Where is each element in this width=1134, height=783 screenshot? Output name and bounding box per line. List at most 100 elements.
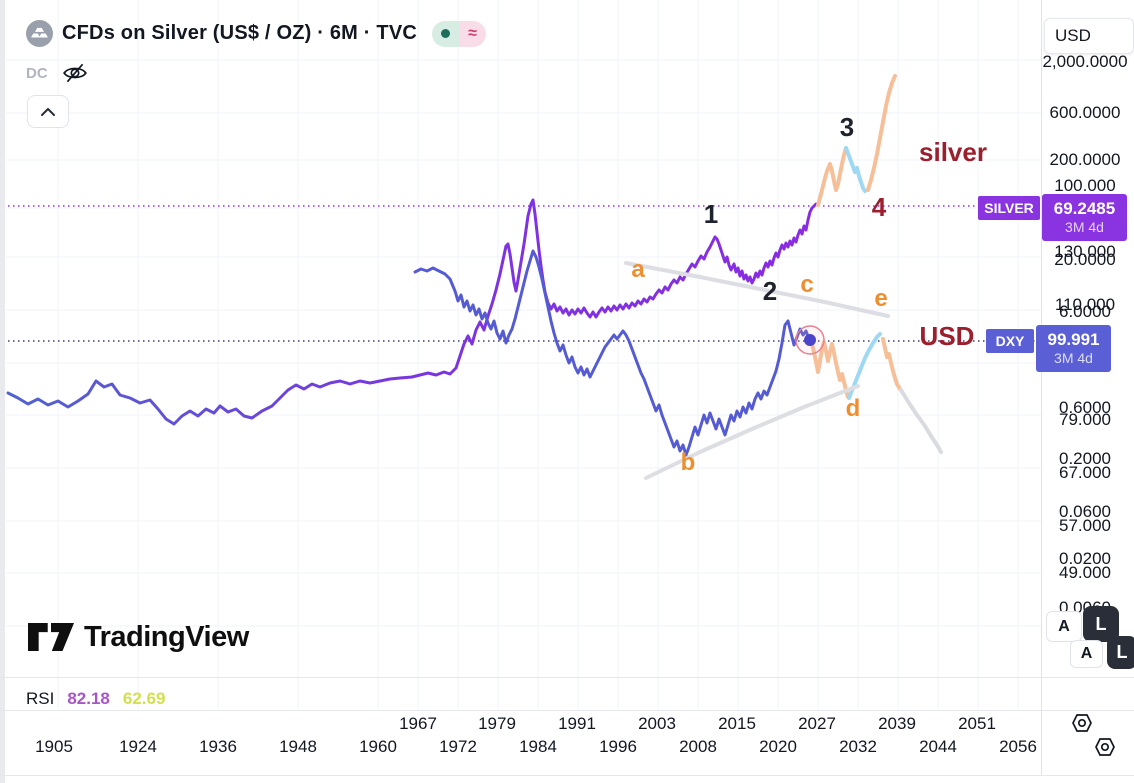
dxy-bar-countdown: 3M 4d (1054, 350, 1093, 367)
market-status-pill[interactable]: ≈ (432, 20, 487, 47)
price-scale-label: 0.0200 (1059, 549, 1111, 568)
indicator-row: DC (26, 61, 88, 85)
time-scale-label: 1996 (599, 737, 637, 756)
dxy-axis-symbol-badge[interactable]: DXY (986, 329, 1034, 353)
chart-legend: CFDs on Silver (US$ / OZ) · 6M · TVC ≈ (26, 20, 487, 47)
collapse-panel-button[interactable] (27, 95, 69, 128)
price-scale-label: 200.0000 (1049, 150, 1121, 169)
silver-symbol-logo-icon (26, 20, 53, 47)
silver-price-badge[interactable]: 69.2485 3M 4d (1042, 194, 1127, 241)
wave-label-3[interactable]: 3 (839, 112, 855, 142)
rsi-value-2: 62.69 (122, 689, 166, 708)
silver-history (6, 198, 820, 426)
dxy-projection-down (810, 340, 850, 399)
rsi-value-1: 82.18 (67, 689, 110, 708)
wave-label-silver[interactable]: silver (919, 137, 987, 167)
price-scale-label: 600.0000 (1049, 103, 1121, 122)
time-scale-label: 2039 (878, 714, 916, 733)
wave-label-d[interactable]: d (845, 395, 861, 422)
market-status-dot-icon (441, 29, 451, 38)
silver-wave3-projection (816, 146, 848, 207)
symbol-title[interactable]: CFDs on Silver (US$ / OZ) · 6M · TVC (62, 22, 418, 44)
time-scale-label: 1905 (35, 737, 73, 756)
currency-selector-button[interactable]: USD (1044, 18, 1134, 54)
tradingview-mark-icon (28, 623, 74, 651)
eye-off-icon[interactable] (62, 61, 88, 85)
wave-label-e[interactable]: e (874, 285, 888, 312)
price-scale-label: 57.000 (1059, 516, 1111, 535)
time-scale-label: 1948 (279, 737, 317, 756)
time-scale-label: 2044 (919, 737, 957, 756)
wave-label-c[interactable]: c (800, 271, 814, 298)
time-scale-label: 2051 (958, 714, 996, 733)
silver-bar-countdown: 3M 4d (1065, 219, 1104, 236)
trendline-b-d (644, 384, 860, 480)
price-scale-label: 6.0000 (1059, 302, 1111, 321)
price-scale-label: 20.0000 (1054, 250, 1116, 269)
wave-label-a[interactable]: a (631, 256, 645, 283)
wave-label-4[interactable]: 4 (871, 192, 887, 222)
auto-scale-button[interactable]: A (1046, 611, 1082, 642)
wave-label-USD[interactable]: USD (919, 321, 975, 351)
price-scale-label: 0.2000 (1059, 449, 1111, 468)
time-scale-label: 1960 (359, 737, 397, 756)
price-scale-label: 130.000 (1054, 242, 1116, 261)
time-scale-label: 1924 (119, 737, 157, 756)
trendline-a-c-e (624, 261, 890, 318)
dxy-gray-tail (899, 388, 943, 454)
price-scale-label: 100.000 (1054, 176, 1116, 195)
time-scale-label: 2020 (759, 737, 797, 756)
time-scale-label: 1979 (478, 714, 516, 733)
bottom-border (0, 775, 1134, 776)
left-panel-edge (0, 0, 5, 783)
wave-label-1[interactable]: 1 (703, 199, 719, 229)
price-scale-label: 0.6000 (1059, 398, 1111, 417)
silver-wave4-correction (844, 146, 867, 193)
dxy-e-decline (881, 337, 902, 391)
time-scale-label: 2027 (798, 714, 836, 733)
time-scale-label: 1991 (558, 714, 596, 733)
silver-axis-symbol-badge[interactable]: SILVER (978, 196, 1040, 220)
time-scale-label: 1972 (439, 737, 477, 756)
time-scale-label: 2008 (679, 737, 717, 756)
time-scale-label: 1967 (399, 714, 437, 733)
silver-wave5-projection (866, 74, 897, 192)
time-scale-label: 2003 (638, 714, 676, 733)
tradingview-logo[interactable]: TradingView (28, 620, 249, 654)
price-scale-label: 49.000 (1059, 563, 1111, 582)
market-open-indicator (432, 20, 460, 47)
time-scale-label: 2056 (999, 737, 1037, 756)
time-scale-label: 2032 (839, 737, 877, 756)
silver-last-price: 69.2485 (1053, 199, 1116, 219)
time-scale-label: 1936 (199, 737, 237, 756)
timescale-settings-icon-2[interactable] (1093, 735, 1117, 764)
timescale-settings-icon[interactable] (1070, 711, 1094, 740)
price-scale-label: 110.000 (1054, 295, 1116, 314)
price-scale-label: 2,000.0000 (1042, 52, 1128, 71)
timescale-border (0, 710, 1134, 711)
price-scale-label: 79.000 (1059, 410, 1111, 429)
indicator-label: DC (26, 64, 48, 82)
chevron-up-icon (41, 107, 55, 116)
dxy-history (413, 249, 812, 457)
dxy-last-price: 99.991 (1047, 330, 1100, 350)
dxy-d-to-e-rise (847, 332, 882, 400)
time-scale-label: 1984 (519, 737, 557, 756)
wave-label-b[interactable]: b (680, 449, 696, 476)
price-scale-label: 67.000 (1059, 463, 1111, 482)
price-scale-label: 0.0600 (1059, 502, 1111, 521)
rsi-label: RSI (26, 689, 55, 708)
tradingview-logo-text: TradingView (84, 620, 249, 653)
rsi-indicator-legend: RSI 82.18 62.69 (26, 689, 165, 709)
log-scale-button-2[interactable]: L (1107, 636, 1134, 669)
pane-divider[interactable] (0, 677, 1134, 678)
dxy-price-badge[interactable]: 99.991 3M 4d (1036, 325, 1111, 372)
auto-scale-button-2[interactable]: A (1070, 640, 1103, 668)
delayed-data-indicator: ≈ (459, 20, 487, 47)
wave-label-2[interactable]: 2 (762, 276, 778, 306)
pricescale-border (1041, 0, 1042, 775)
time-scale-label: 2015 (718, 714, 756, 733)
dxy-endpoint-dot (804, 334, 816, 346)
